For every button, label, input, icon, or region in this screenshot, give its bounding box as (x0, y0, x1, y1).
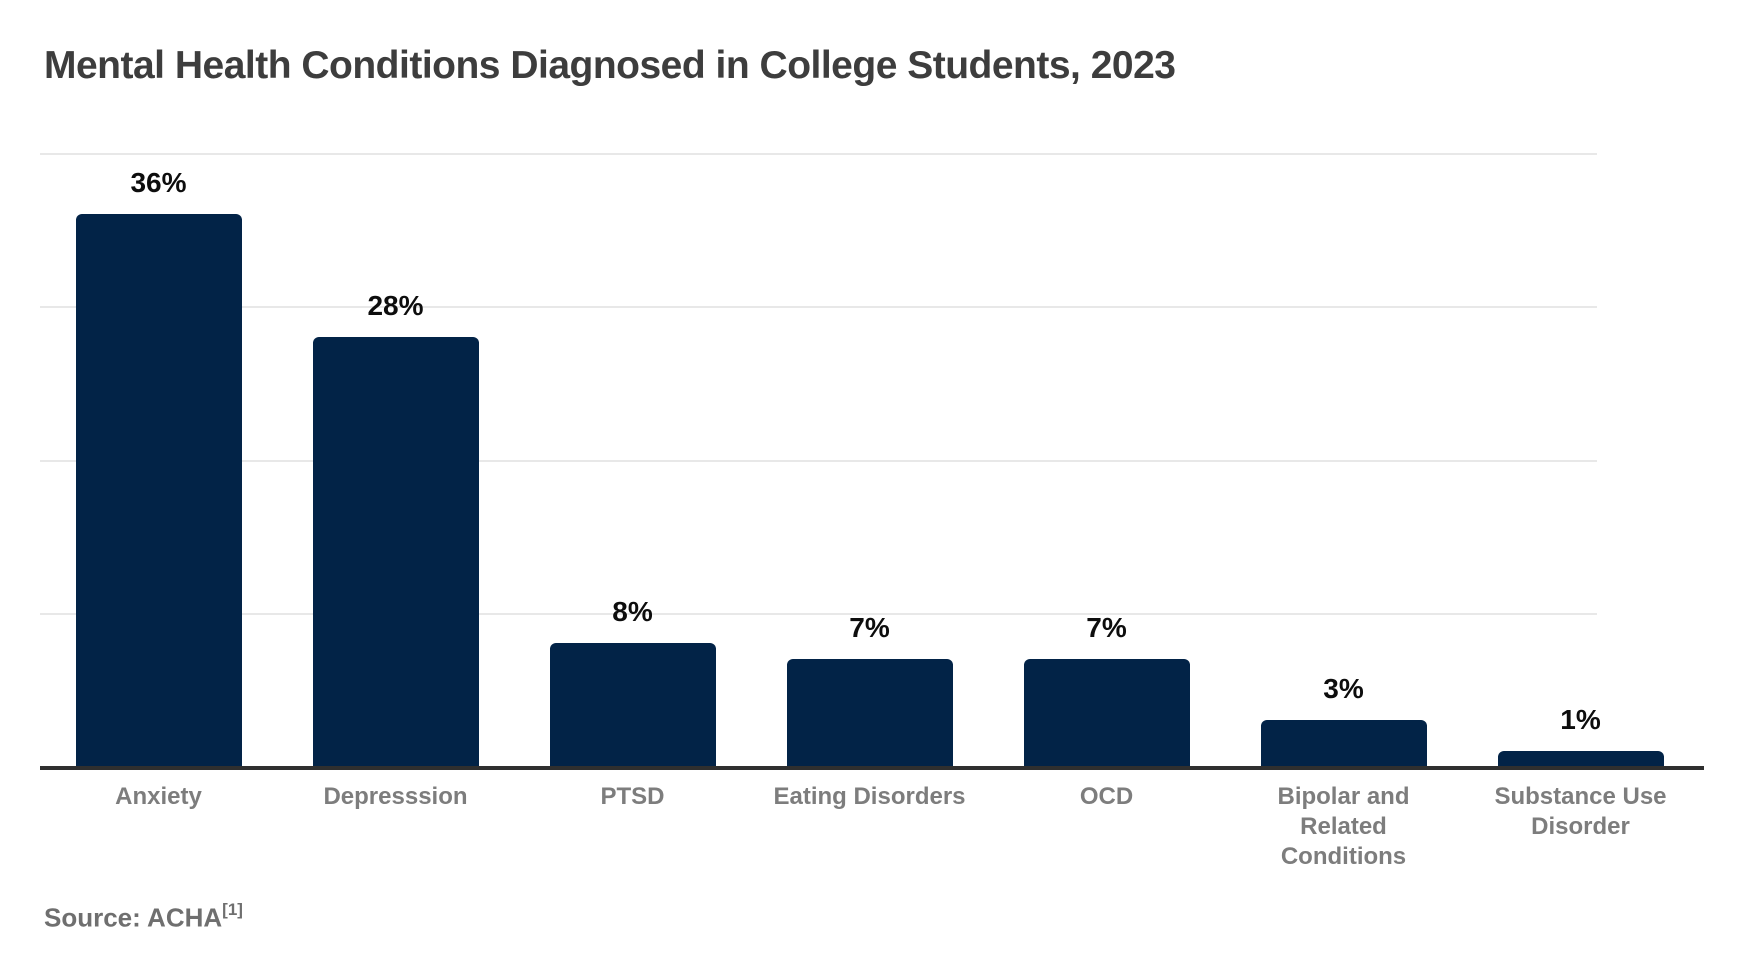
gridline-30 (40, 306, 1597, 309)
bar-ptsd (549, 643, 716, 766)
x-axis-line (40, 766, 1704, 770)
bar-value-label-substance-use-disorder: 1% (1560, 703, 1601, 735)
category-label-bipolar-and-related-conditions: Bipolar and Related Conditions (1277, 783, 1410, 870)
category-label-ocd: OCD (1079, 783, 1134, 810)
bar-value-label-depresssion: 28% (367, 289, 424, 321)
chart-title: Mental Health Conditions Diagnosed in Co… (44, 44, 1176, 87)
category-label-anxiety: Anxiety (115, 783, 202, 810)
gridline-40 (40, 153, 1597, 155)
gridline-10 (40, 612, 1597, 615)
gridline-20 (40, 459, 1597, 462)
bar-ocd (1023, 658, 1190, 766)
bar-eating-disorders (786, 658, 953, 766)
category-label-substance-use-disorder: Substance Use Disorder (1494, 783, 1667, 840)
bar-substance-use-disorder (1497, 750, 1664, 766)
category-label-eating-disorders: Eating Disorders (773, 783, 966, 810)
category-label-ptsd: PTSD (600, 783, 665, 810)
bar-bipolar-and-related-conditions (1260, 720, 1427, 766)
bar-anxiety (75, 214, 242, 766)
bar-value-label-bipolar-and-related-conditions: 3% (1323, 673, 1364, 705)
bar-value-label-eating-disorders: 7% (849, 611, 890, 643)
bar-value-label-ocd: 7% (1086, 611, 1127, 643)
bar-value-label-anxiety: 36% (130, 167, 187, 199)
bar-value-label-ptsd: 8% (612, 596, 653, 628)
source-text: Source: ACHA (44, 902, 223, 933)
source-footnote: [1] (222, 900, 243, 919)
source-note: Source: ACHA[1] (44, 900, 243, 934)
category-label-depresssion: Depresssion (323, 783, 468, 810)
bar-depresssion (312, 336, 479, 766)
